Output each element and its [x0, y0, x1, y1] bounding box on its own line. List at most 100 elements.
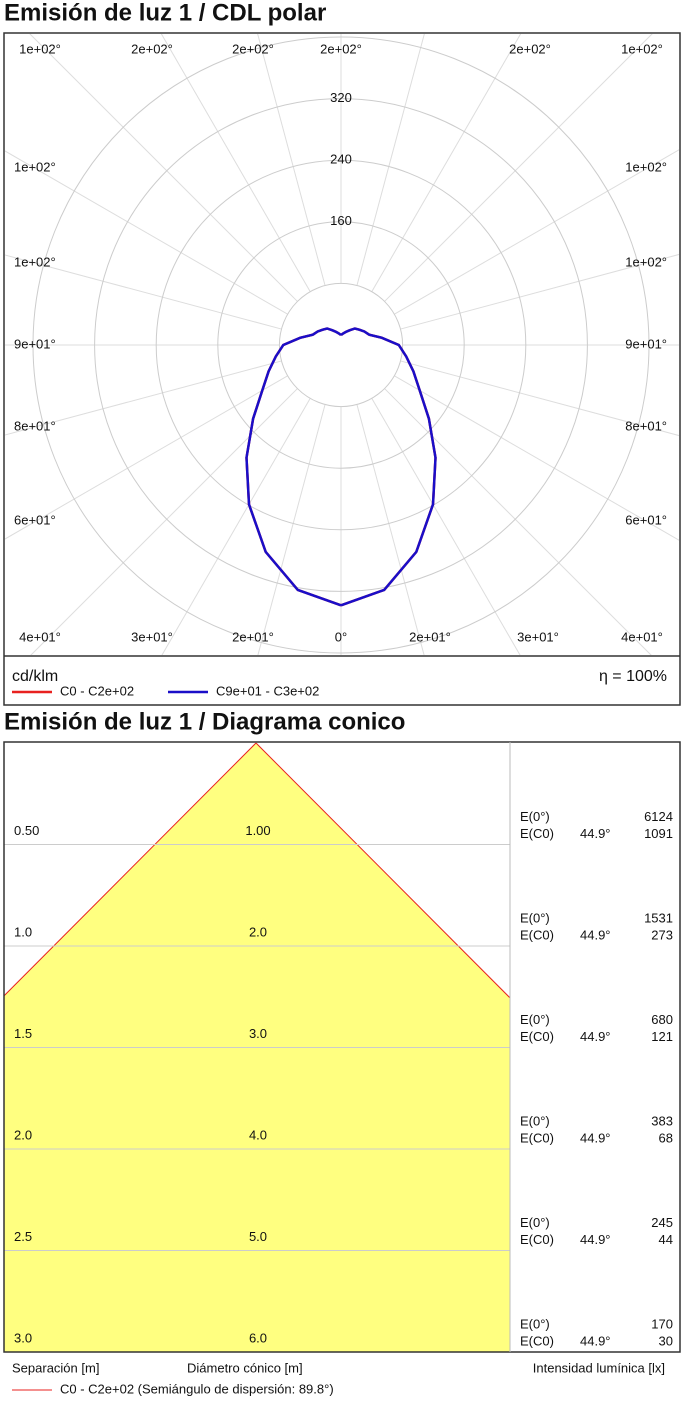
ec0-label: E(C0)	[520, 826, 554, 841]
angle-label: 2e+02°	[509, 41, 551, 56]
diameter-label: 4.0	[249, 1127, 267, 1142]
ec0-value: 121	[651, 1029, 673, 1044]
ec0-value: 1091	[644, 826, 673, 841]
angle-label: 4e+01°	[19, 629, 61, 644]
spoke	[5, 375, 288, 540]
spoke	[394, 149, 679, 315]
unit-label: cd/klm	[12, 668, 58, 685]
angle-value: 44.9°	[580, 1130, 611, 1145]
grid-ring	[94, 98, 588, 592]
angle-label: 8e+01°	[625, 418, 667, 433]
e0-value: 245	[651, 1215, 673, 1230]
efficiency-label: η = 100%	[599, 668, 667, 685]
grid-ring	[278, 282, 404, 408]
angle-label: 6e+01°	[625, 512, 667, 527]
ec0-label: E(C0)	[520, 927, 554, 942]
spoke	[384, 388, 652, 655]
chart-title: Emisión de luz 1 / CDL polar	[4, 0, 326, 26]
chart-title: Emisión de luz 1 / Diagrama conico	[4, 708, 405, 735]
intensity-curve	[245, 327, 342, 607]
cone-edge	[3, 742, 257, 997]
spoke	[30, 388, 298, 655]
e0-value: 170	[651, 1316, 673, 1331]
angle-value: 44.9°	[580, 1029, 611, 1044]
spoke	[394, 375, 679, 541]
distance-label: 1.5	[14, 1026, 32, 1041]
polar-plot	[5, 34, 679, 655]
ec0-label: E(C0)	[520, 1029, 554, 1044]
spoke	[371, 34, 522, 292]
angle-label: 2e+02°	[320, 41, 362, 56]
spoke	[257, 34, 326, 286]
distance-label: 2.0	[14, 1127, 32, 1142]
cone-edge	[255, 742, 511, 999]
grid-ring	[217, 221, 465, 469]
e0-label: E(0°)	[520, 1012, 550, 1027]
r-tick-label: 240	[330, 152, 352, 167]
ec0-label: E(C0)	[520, 1333, 554, 1348]
e0-value: 680	[651, 1012, 673, 1027]
e0-label: E(0°)	[520, 1215, 550, 1230]
cone-plot	[3, 742, 511, 1353]
angle-label: 1e+02°	[625, 159, 667, 174]
spoke	[371, 398, 521, 655]
r-tick-label: 320	[330, 90, 352, 105]
angle-label: 4e+01°	[621, 629, 663, 644]
diameter-label: 5.0	[249, 1229, 267, 1244]
angle-label: 3e+01°	[131, 629, 173, 644]
ec0-label: E(C0)	[520, 1130, 554, 1145]
spoke	[384, 34, 653, 302]
angle-label: 8e+01°	[14, 418, 56, 433]
angle-label: 9e+01°	[14, 336, 56, 351]
angle-value: 44.9°	[580, 826, 611, 841]
grid-ring	[155, 159, 527, 531]
legend-label: C9e+01 - C3e+02	[216, 683, 319, 698]
ec0-value: 68	[659, 1130, 673, 1145]
e0-value: 1531	[644, 910, 673, 925]
e0-value: 383	[651, 1113, 673, 1128]
axis-label: Separación [m]	[12, 1360, 99, 1375]
angle-value: 44.9°	[580, 1333, 611, 1348]
angle-label: 3e+01°	[517, 629, 559, 644]
spoke	[160, 34, 311, 292]
diameter-label: 6.0	[249, 1330, 267, 1345]
spoke	[5, 150, 288, 315]
diameter-label: 2.0	[249, 924, 267, 939]
angle-label: 2e+02°	[232, 41, 274, 56]
diameter-label: 1.00	[245, 823, 270, 838]
spoke	[400, 253, 679, 330]
angle-label: 6e+01°	[14, 512, 56, 527]
distance-label: 1.0	[14, 924, 32, 939]
spoke	[5, 254, 282, 330]
ec0-value: 30	[659, 1333, 673, 1348]
e0-label: E(0°)	[520, 910, 550, 925]
axis-label: Intensidad lumínica [lx]	[533, 1360, 665, 1375]
spoke	[356, 404, 425, 655]
angle-label: 1e+02°	[625, 254, 667, 269]
e0-label: E(0°)	[520, 1316, 550, 1331]
spoke	[29, 34, 298, 302]
ec0-value: 273	[651, 927, 673, 942]
polar-frame	[3, 32, 681, 706]
diameter-label: 3.0	[249, 1026, 267, 1041]
angle-label: 9e+01°	[625, 336, 667, 351]
angle-label: 1e+02°	[14, 159, 56, 174]
e0-label: E(0°)	[520, 809, 550, 824]
e0-label: E(0°)	[520, 1113, 550, 1128]
axis-label: Diámetro cónico [m]	[187, 1360, 303, 1375]
spoke	[161, 398, 311, 655]
distance-label: 2.5	[14, 1229, 32, 1244]
angle-value: 44.9°	[580, 927, 611, 942]
angle-label: 1e+02°	[14, 254, 56, 269]
ec0-value: 44	[659, 1232, 673, 1247]
angle-label: 0°	[335, 629, 347, 644]
distance-label: 3.0	[14, 1330, 32, 1345]
spoke	[400, 360, 679, 437]
spoke	[5, 360, 282, 436]
e0-value: 6124	[644, 809, 673, 824]
angle-value: 44.9°	[580, 1232, 611, 1247]
ec0-label: E(C0)	[520, 1232, 554, 1247]
grid-ring	[32, 36, 650, 654]
angle-label: 1e+02°	[621, 41, 663, 56]
